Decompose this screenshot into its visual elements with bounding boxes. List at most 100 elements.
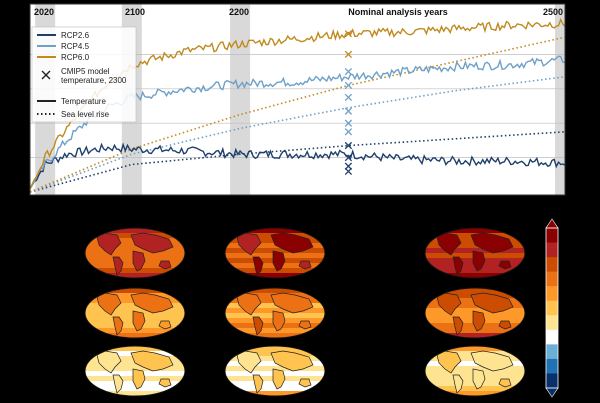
map-frame — [224, 287, 326, 339]
map-band — [425, 346, 525, 352]
continent-outline — [112, 316, 124, 336]
map-band — [85, 328, 185, 334]
continent-outline — [96, 232, 122, 256]
continent-outline — [470, 350, 514, 372]
map-band — [425, 328, 525, 334]
map-color-field — [85, 288, 185, 338]
world-map — [84, 227, 186, 279]
cmip5-marker — [344, 119, 353, 127]
map-band — [85, 346, 185, 352]
cmip5-marker — [344, 67, 353, 76]
legend-label-rcp60: RCP6.0 — [61, 53, 90, 62]
sea-level-line — [29, 36, 566, 193]
map-band — [225, 333, 325, 338]
cmip5-marker — [344, 50, 353, 59]
map-band — [85, 386, 185, 392]
world-map — [424, 227, 526, 279]
continent-outline — [132, 368, 146, 390]
map-band — [225, 248, 325, 254]
colorbar-segment — [546, 373, 558, 389]
continent-outline — [96, 350, 122, 374]
continent-outline — [298, 378, 312, 388]
x-tick-label: 2500 — [543, 7, 563, 17]
continent-outline — [470, 292, 514, 314]
sea-level-line — [29, 76, 566, 193]
map-frame — [224, 345, 326, 397]
map-band — [225, 328, 325, 334]
continent-outline — [452, 374, 464, 394]
cmip5-markers — [344, 30, 353, 176]
continent-outline — [298, 260, 312, 270]
map-band — [425, 228, 525, 234]
continent-outline — [272, 310, 286, 332]
x-tick-label: 2020 — [34, 7, 54, 17]
continent-outline — [272, 250, 286, 272]
colorbar-segment — [546, 228, 558, 243]
continent-outline — [130, 232, 174, 254]
legend-label-rcp26: RCP2.6 — [61, 31, 90, 40]
map-band — [85, 248, 185, 254]
map-color-field — [225, 288, 325, 338]
colorbar-segment — [546, 242, 558, 258]
legend-label-cmip5-line1: CMIP5 model — [61, 67, 110, 76]
cmip5-marker — [344, 30, 353, 38]
colorbar — [545, 218, 559, 398]
world-map — [224, 345, 326, 397]
continent-outline — [132, 310, 146, 332]
map-band — [85, 366, 185, 372]
map-band — [425, 391, 525, 396]
legend-label-rcp45: RCP4.5 — [61, 42, 90, 51]
colorbar-segment — [546, 271, 558, 287]
legend-label-sea-level: Sea level rise — [61, 110, 110, 119]
map-band — [425, 273, 525, 278]
map-band — [225, 366, 325, 372]
continent-outline — [130, 292, 174, 314]
colorbar-segment — [546, 315, 558, 331]
map-frame — [424, 287, 526, 339]
map-band — [85, 228, 185, 234]
legend-label-temperature: Temperature — [61, 97, 106, 106]
legend-swatch-cmip5-x-marker — [41, 70, 51, 80]
sea-level-lines — [29, 36, 566, 193]
map-band — [425, 308, 525, 314]
cmip5-marker — [344, 81, 353, 90]
map-band — [225, 308, 325, 314]
colorbar-segment — [546, 344, 558, 360]
colorbar-segment — [546, 358, 558, 374]
continent-outline — [270, 350, 314, 372]
map-band — [225, 288, 325, 294]
continent-outline — [112, 256, 124, 276]
map-band — [425, 248, 525, 254]
map-band — [225, 391, 325, 396]
map-band — [425, 288, 525, 294]
colorbar-segment — [546, 286, 558, 302]
map-band — [225, 268, 325, 274]
continent-outline — [270, 232, 314, 254]
map-frame — [84, 345, 186, 397]
map-band — [225, 303, 325, 309]
continent-outline — [252, 256, 264, 276]
continent-outline — [472, 250, 486, 272]
map-band — [425, 333, 525, 338]
continent-outline — [452, 316, 464, 336]
continent-outline — [470, 232, 514, 254]
map-band — [225, 273, 325, 278]
continent-outline — [298, 320, 312, 330]
continent-outline — [498, 260, 512, 270]
map-color-field — [85, 346, 185, 396]
map-band — [425, 268, 525, 274]
colorbar-segment — [546, 329, 558, 345]
map-band — [85, 333, 185, 338]
continent-outline — [236, 232, 262, 256]
continent-outline — [112, 374, 124, 394]
map-frame — [84, 227, 186, 279]
cmip5-marker — [344, 141, 353, 150]
continent-outline — [158, 260, 172, 270]
map-band — [85, 288, 185, 294]
colorbar-frame — [545, 227, 559, 389]
map-color-field — [425, 288, 525, 338]
continent-outline — [452, 256, 464, 276]
continent-outline — [272, 368, 286, 390]
continent-outline — [436, 350, 462, 374]
